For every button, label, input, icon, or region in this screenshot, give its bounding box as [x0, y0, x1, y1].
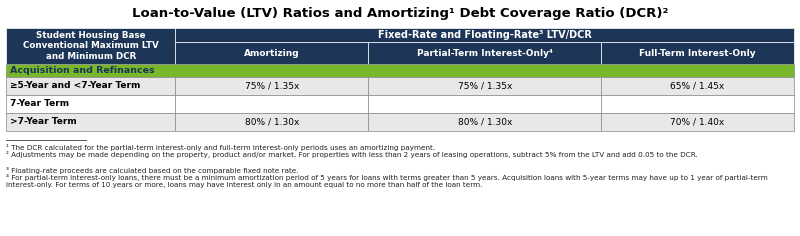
Text: 70% / 1.40x: 70% / 1.40x	[670, 118, 725, 126]
Text: Student Housing Base
Conventional Maximum LTV
and Minimum DCR: Student Housing Base Conventional Maximu…	[23, 31, 158, 61]
Text: Acquisition and Refinances: Acquisition and Refinances	[10, 66, 154, 75]
Text: 65% / 1.45x: 65% / 1.45x	[670, 81, 725, 90]
Text: 7-Year Term: 7-Year Term	[10, 100, 69, 109]
Bar	[6, 28, 175, 64]
Text: Partial-Term Interest-Only⁴: Partial-Term Interest-Only⁴	[417, 49, 553, 58]
Text: 80% / 1.30x: 80% / 1.30x	[458, 118, 512, 126]
Text: Amortizing: Amortizing	[244, 49, 300, 58]
Bar	[175, 113, 369, 131]
Text: ≥5-Year and <7-Year Term: ≥5-Year and <7-Year Term	[10, 81, 140, 90]
Text: ² Adjustments may be made depending on the property, product and/or market. For : ² Adjustments may be made depending on t…	[6, 152, 698, 159]
Text: ³ Floating-rate proceeds are calculated based on the comparable fixed note rate.: ³ Floating-rate proceeds are calculated …	[6, 167, 298, 173]
Text: ¹ The DCR calculated for the partial-term interest-only and full-term interest-o: ¹ The DCR calculated for the partial-ter…	[6, 144, 435, 151]
Bar	[175, 77, 369, 95]
Bar	[6, 77, 175, 95]
Text: Full-Term Interest-Only: Full-Term Interest-Only	[639, 49, 756, 58]
Text: >7-Year Term: >7-Year Term	[10, 118, 77, 126]
Text: 75% / 1.35x: 75% / 1.35x	[245, 81, 299, 90]
Text: ⁴ For partial-term interest-only loans, there must be a minimum amortization per: ⁴ For partial-term interest-only loans, …	[6, 174, 768, 188]
Bar	[6, 95, 175, 113]
Text: 75% / 1.35x: 75% / 1.35x	[458, 81, 512, 90]
Text: Fixed-Rate and Floating-Rate³ LTV/DCR: Fixed-Rate and Floating-Rate³ LTV/DCR	[378, 30, 592, 40]
Bar	[175, 28, 794, 42]
Text: Loan-to-Value (LTV) Ratios and Amortizing¹ Debt Coverage Ratio (DCR)²: Loan-to-Value (LTV) Ratios and Amortizin…	[132, 8, 668, 21]
Bar	[601, 95, 794, 113]
Bar	[6, 113, 175, 131]
Bar	[369, 42, 601, 64]
Bar	[369, 77, 601, 95]
Bar	[601, 42, 794, 64]
Bar	[369, 95, 601, 113]
Bar	[601, 77, 794, 95]
Bar	[175, 95, 369, 113]
Bar	[6, 64, 794, 77]
Bar	[369, 113, 601, 131]
Bar	[175, 42, 369, 64]
Bar	[601, 113, 794, 131]
Text: 80% / 1.30x: 80% / 1.30x	[245, 118, 299, 126]
